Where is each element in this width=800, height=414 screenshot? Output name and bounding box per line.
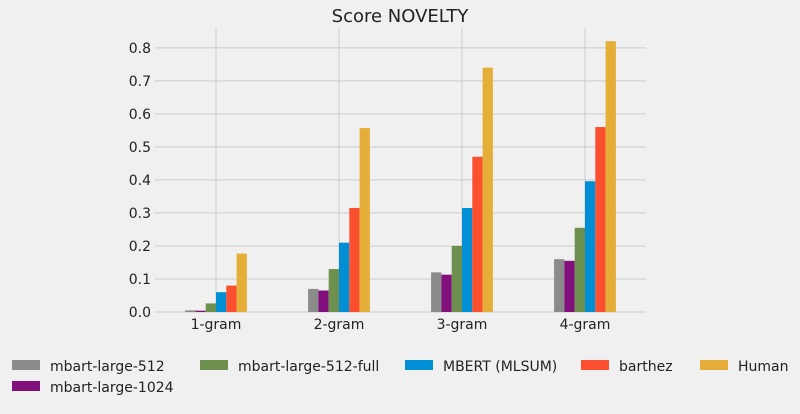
- legend-swatch: [581, 360, 609, 370]
- y-tick-label: 0.8: [129, 41, 151, 57]
- legend: mbart-large-512 mbart-large-1024 mbart-lar…: [12, 359, 789, 396]
- y-tick-label: 0.3: [129, 206, 151, 222]
- bar-1-2: [441, 274, 452, 312]
- legend-label: mbart-large-512: [50, 359, 165, 375]
- bar-3-1: [339, 242, 350, 312]
- legend-swatch: [200, 360, 228, 370]
- bar-1-1: [318, 290, 329, 312]
- x-axis-ticks: 1-gram 2-gram 3-gram 4-gram: [191, 317, 611, 333]
- legend-label: Human: [738, 359, 789, 375]
- y-tick-label: 0.1: [129, 272, 151, 288]
- y-tick-label: 0.4: [129, 173, 151, 189]
- bar-3-2: [462, 207, 473, 312]
- legend-label: mbart-large-1024: [50, 380, 174, 396]
- legend-label: MBERT (MLSUM): [443, 359, 557, 375]
- chart-title: Score NOVELTY: [332, 6, 470, 27]
- bar-3-0: [216, 292, 227, 312]
- bar-0-0: [185, 310, 196, 312]
- bar-4-0: [226, 285, 237, 312]
- legend-swatch: [12, 360, 40, 370]
- x-tick-label: 3-gram: [437, 317, 488, 333]
- y-axis-ticks: 0.0 0.1 0.2 0.3 0.4 0.5 0.6 0.7 0.8: [129, 41, 151, 321]
- bar-0-2: [431, 272, 442, 312]
- legend-swatch: [12, 381, 40, 391]
- y-tick-label: 0.2: [129, 239, 151, 255]
- x-tick-label: 1-gram: [191, 317, 242, 333]
- legend-label: barthez: [619, 359, 673, 375]
- legend-swatch: [700, 360, 728, 370]
- bar-4-1: [349, 207, 360, 312]
- bar-2-2: [451, 245, 462, 312]
- bar-5-1: [359, 128, 370, 312]
- y-tick-label: 0.5: [129, 140, 151, 156]
- bar-5-2: [482, 67, 493, 313]
- bar-1-0: [195, 310, 206, 312]
- y-tick-label: 0.7: [129, 74, 151, 90]
- y-tick-label: 0.0: [129, 305, 151, 321]
- bar-2-0: [205, 303, 216, 312]
- x-tick-label: 2-gram: [314, 317, 365, 333]
- bar-4-2: [472, 156, 483, 312]
- bar-2-1: [328, 269, 339, 312]
- bar-3-3: [585, 181, 596, 312]
- legend-swatch: [405, 360, 433, 370]
- bar-2-3: [574, 227, 585, 312]
- bar-0-3: [554, 259, 565, 312]
- bar-1-3: [564, 260, 575, 312]
- bar-0-1: [308, 288, 319, 312]
- bar-5-0: [236, 253, 247, 312]
- y-tick-label: 0.6: [129, 107, 151, 123]
- legend-label: mbart-large-512-full: [238, 359, 379, 375]
- bar-5-3: [605, 41, 616, 313]
- x-tick-label: 4-gram: [560, 317, 611, 333]
- bars: [185, 41, 616, 313]
- bar-4-3: [595, 127, 606, 313]
